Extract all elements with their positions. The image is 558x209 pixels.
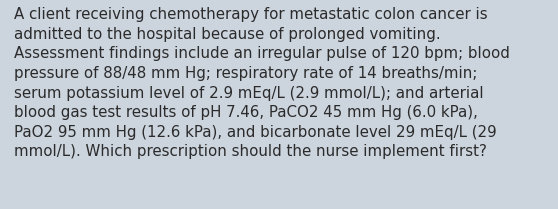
Text: A client receiving chemotherapy for metastatic colon cancer is
admitted to the h: A client receiving chemotherapy for meta…	[14, 7, 510, 159]
